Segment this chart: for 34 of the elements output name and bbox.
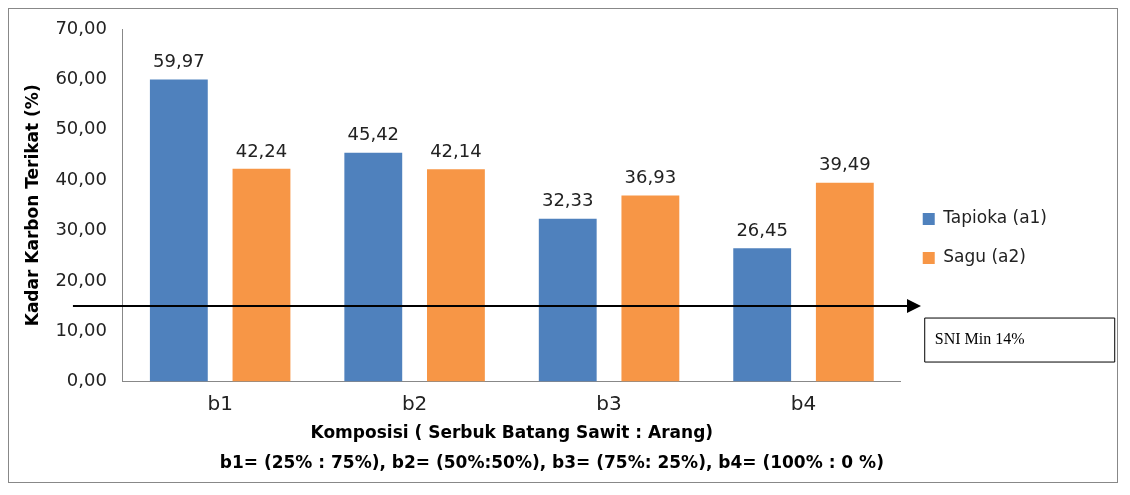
data-label: 26,45 <box>736 219 788 241</box>
y-tick-label: 20,00 <box>55 268 107 290</box>
data-label: 39,49 <box>819 153 871 175</box>
y-axis-title: Kadar Karbon Terikat (%) <box>21 84 42 327</box>
legend-label: Tapioka (a1) <box>942 207 1048 228</box>
y-tick-label: 30,00 <box>55 218 107 240</box>
bar <box>344 152 403 382</box>
x-tick-label: b1 <box>207 390 233 415</box>
y-tick-label: 70,00 <box>55 16 107 38</box>
x-tick-label: b3 <box>596 390 622 415</box>
bar <box>149 79 208 382</box>
x-tick-label: b2 <box>401 390 428 415</box>
data-label: 42,24 <box>235 139 288 161</box>
legend-label: Sagu (a2) <box>943 246 1026 267</box>
y-tick-label: 0,00 <box>66 369 107 391</box>
data-label: 45,42 <box>347 123 400 145</box>
y-tick-label: 10,00 <box>55 318 107 340</box>
data-label: 42,14 <box>430 140 482 162</box>
bar <box>427 169 485 382</box>
y-tick-label: 50,00 <box>55 117 107 139</box>
data-label: 59,97 <box>153 50 205 72</box>
data-label: 36,93 <box>624 166 677 188</box>
x-axis-title: Komposisi ( Serbuk Batang Sawit : Arang) <box>310 422 714 443</box>
data-label: 32,33 <box>541 189 594 211</box>
text: b1= (25% : 75%), b2= (50%:50%), b3= (75%: 25%), b4= (100% : 0 %) <box>219 451 884 472</box>
y-tick-label: 40,00 <box>55 167 107 189</box>
bar <box>733 248 792 382</box>
x-tick-label: b4 <box>790 390 817 415</box>
bar <box>815 182 874 382</box>
y-tick-label: 60,00 <box>55 67 107 89</box>
bar <box>538 218 597 382</box>
ref-line-label: SNI Min 14% <box>934 330 1025 348</box>
bar <box>621 195 680 382</box>
bar <box>232 168 291 382</box>
